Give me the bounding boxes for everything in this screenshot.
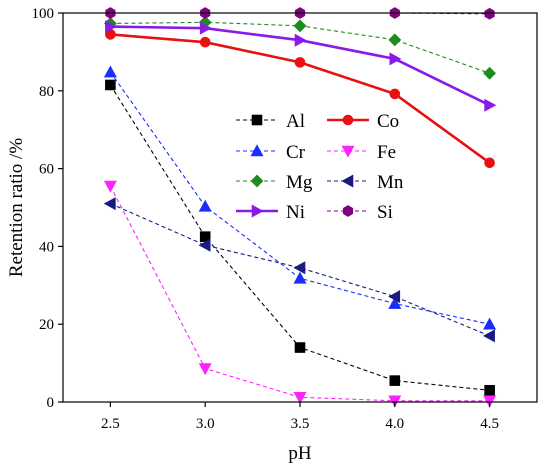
legend-label: Fe — [377, 142, 396, 163]
legend-marker — [250, 174, 264, 188]
data-point-mn — [103, 197, 116, 211]
series-ni — [105, 20, 497, 112]
y-tick-label: 60 — [39, 162, 54, 178]
data-point-al — [389, 375, 401, 386]
data-point-mn — [482, 329, 495, 343]
data-point-cr — [293, 271, 307, 284]
x-tick-label: 3.5 — [291, 416, 310, 432]
data-point-fe — [198, 363, 212, 376]
legend-item-co: Co — [327, 111, 399, 132]
legend-item-mn: Mn — [327, 172, 404, 193]
data-point-ni — [294, 33, 307, 47]
ticks-layer: 2.5 3.0 3.5 4.0 4.5 0 20 40 60 80 100 — [32, 6, 499, 432]
y-tick-label: 0 — [47, 395, 55, 411]
legend-item-mg: Mg — [236, 172, 313, 193]
data-point-mg — [483, 66, 497, 80]
series-cr — [103, 65, 497, 330]
series-layer — [103, 7, 497, 408]
y-tick-label: 40 — [39, 239, 54, 255]
legend-marker — [342, 205, 354, 217]
legend-label: Mn — [377, 172, 404, 193]
data-point-cr — [388, 296, 402, 309]
legend: Al Co Cr Fe Mg Mn Ni Si — [236, 111, 404, 223]
data-point-mn — [293, 261, 306, 275]
series-mg — [103, 15, 497, 80]
series-co — [105, 29, 495, 169]
legend-marker — [342, 114, 354, 126]
data-point-ni — [389, 52, 402, 66]
legend-label: Mg — [286, 172, 313, 193]
legend-item-al: Al — [236, 111, 305, 132]
y-tick-label: 80 — [39, 84, 54, 100]
legend-label: Si — [377, 202, 393, 223]
y-tick-label: 100 — [32, 6, 55, 22]
data-point-fe — [293, 392, 307, 404]
data-point-mn — [198, 238, 211, 252]
legend-item-si: Si — [327, 202, 393, 223]
x-tick-label: 2.5 — [101, 416, 120, 432]
data-point-co — [294, 57, 306, 68]
data-point-fe — [388, 395, 402, 408]
data-point-cr — [198, 199, 212, 212]
data-point-cr — [103, 65, 117, 78]
legend-item-ni: Ni — [236, 202, 305, 223]
data-point-si — [484, 7, 495, 20]
x-axis-title: pH — [288, 443, 312, 464]
legend-marker — [250, 144, 264, 157]
legend-marker — [341, 174, 354, 188]
legend-label: Al — [286, 111, 305, 132]
legend-label: Ni — [286, 202, 305, 223]
data-point-co — [199, 36, 211, 48]
legend-label: Cr — [286, 142, 306, 163]
legend-marker — [341, 145, 355, 158]
data-point-mg — [388, 33, 402, 47]
data-point-ni — [105, 20, 118, 34]
data-point-al — [105, 79, 116, 91]
legend-marker — [251, 204, 264, 218]
legend-label: Co — [377, 111, 399, 132]
x-tick-label: 4.0 — [385, 416, 404, 432]
data-point-cr — [483, 317, 497, 330]
data-point-fe — [103, 180, 117, 193]
legend-marker — [251, 114, 263, 126]
data-point-co — [484, 157, 495, 169]
data-point-al — [294, 342, 306, 353]
series-line-cr — [109, 71, 490, 325]
data-point-fe — [483, 395, 497, 408]
data-point-al — [484, 385, 495, 396]
x-tick-label: 3.0 — [196, 416, 215, 432]
data-point-mn — [388, 290, 401, 304]
legend-item-cr: Cr — [236, 142, 306, 163]
data-point-ni — [199, 21, 212, 35]
data-point-ni — [484, 98, 497, 112]
series-fe — [103, 180, 497, 408]
y-axis-title: Retention ratio /% — [6, 138, 27, 277]
series-al — [105, 79, 495, 396]
series-mn — [103, 197, 495, 343]
x-tick-label: 4.5 — [480, 416, 499, 432]
legend-item-fe: Fe — [327, 142, 396, 163]
data-point-mg — [293, 19, 307, 33]
data-point-co — [389, 88, 401, 100]
y-tick-label: 20 — [39, 317, 54, 333]
